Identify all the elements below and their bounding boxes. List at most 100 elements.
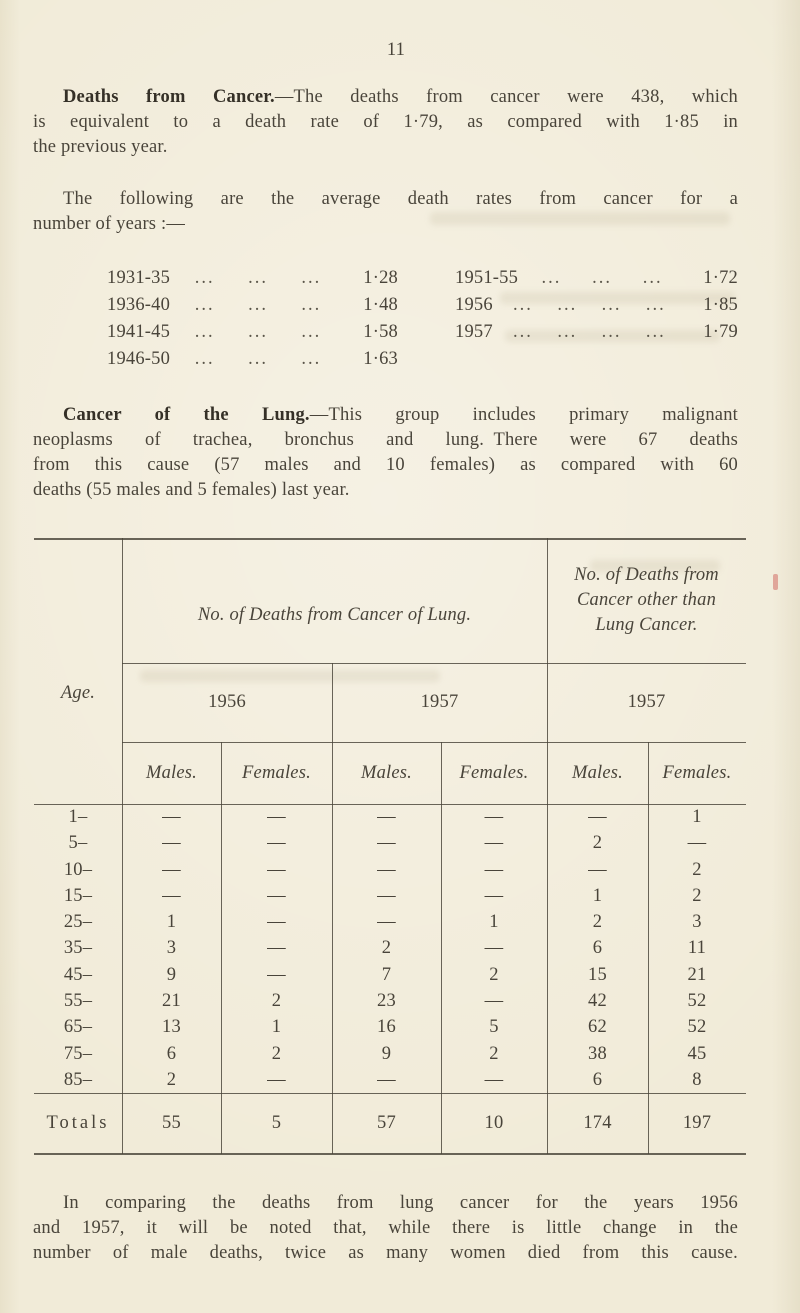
ellipsis: ... [642, 268, 663, 288]
rate-dots: ......... [518, 265, 686, 292]
paragraph-lead: Cancer of the Lung. [63, 405, 310, 425]
rate-year-label: 1957 [455, 322, 493, 342]
table-divider-groups [547, 538, 548, 1154]
sex-header-cell: Males. [145, 762, 198, 783]
table-rule-bottom [34, 1153, 746, 1155]
ellipsis: ... [301, 268, 322, 288]
value-cell: 1 [592, 885, 603, 906]
age-label-cell: 15– [63, 885, 93, 906]
value-cell: — [162, 859, 181, 880]
rate-value: 1·85 [703, 295, 738, 315]
value-cell: — [377, 859, 396, 880]
ellipsis: ... [513, 295, 533, 315]
value-cell: 1 [692, 807, 702, 827]
paragraph-comparison: In comparing the deaths from lung cancer… [33, 1191, 738, 1266]
rate-year-label: 1936-40 [107, 295, 171, 315]
age-label-cell: 5– [68, 833, 88, 854]
ghost-text-smudge [430, 212, 730, 225]
cancer-deaths-table: Age. No. of Deaths from Cancer of Lung. … [34, 538, 746, 1155]
table-row: 10– — — — — — 2 [34, 857, 746, 883]
table-row: 1– — — — — — 1 [34, 804, 746, 830]
table-row: 75– 6 2 9 2 38 45 [34, 1041, 746, 1067]
value-cell: — [162, 885, 181, 906]
table-totals-row: Totals 55 5 57 10 174 197 [34, 1093, 746, 1153]
value-cell: 38 [588, 1043, 607, 1064]
table-divider-1957-mf [441, 742, 442, 1154]
age-label-cell: 65– [63, 1017, 93, 1038]
ghost-text-smudge [140, 670, 440, 682]
paragraph-line: In comparing the deaths from lung cancer… [63, 1193, 738, 1213]
table-row: 45– 9 — 7 2 15 21 [34, 962, 746, 988]
value-cell: 8 [692, 1069, 702, 1090]
ghost-text-smudge [505, 330, 720, 342]
value-cell: 2 [271, 991, 282, 1012]
value-cell: — [687, 833, 707, 854]
paragraph-line: deaths (55 males and 5 females) last yea… [33, 480, 350, 500]
rate-row: 1946-50......... 1·63 [107, 346, 398, 373]
value-cell: — [267, 964, 286, 985]
value-cell: 62 [588, 1017, 607, 1038]
paragraph-line: Cancer of the Lung.—This group includes … [33, 403, 738, 428]
value-cell: — [484, 885, 504, 906]
value-cell: 2 [166, 1069, 177, 1090]
table-row: 25– 1 — — 1 2 3 [34, 909, 746, 935]
paragraph-line: The following are the average death rate… [63, 189, 738, 209]
table-divider-age [122, 538, 123, 1154]
table-rule-under-sex-headers [34, 804, 746, 805]
ellipsis: ... [248, 322, 268, 342]
value-cell: — [267, 859, 286, 880]
table-divider-other-mf [648, 742, 649, 1154]
value-cell: — [267, 833, 286, 854]
table-rule-top [34, 538, 746, 540]
value-cell: 2 [489, 964, 499, 985]
value-cell: 11 [687, 938, 707, 959]
rates-col-right: 1951-55......... 1·72 1956............ 1·85… [455, 265, 738, 346]
page-number: 11 [386, 40, 406, 60]
value-cell: 6 [166, 1043, 177, 1064]
value-cell: — [377, 885, 396, 906]
ellipsis: ... [194, 295, 215, 315]
value-cell: 21 [162, 991, 181, 1012]
age-label-cell: 1– [68, 807, 88, 827]
value-cell: 1 [271, 1017, 282, 1038]
value-cell: 21 [687, 964, 707, 985]
age-label-cell: 45– [63, 964, 93, 985]
rate-value: 1·28 [363, 268, 398, 288]
rate-row: 1951-55......... 1·72 [455, 265, 738, 292]
paragraph-lead: Deaths from Cancer. [63, 87, 275, 107]
rate-year-label: 1956 [455, 295, 493, 315]
ellipsis: ... [248, 268, 268, 288]
ellipsis: ... [557, 295, 578, 315]
value-cell: 6 [592, 1069, 603, 1090]
table-year-row: 1956 1957 1957 [122, 663, 746, 742]
table-divider-years [332, 663, 333, 1154]
value-cell: 52 [687, 1017, 707, 1038]
sex-header-cell: Females. [662, 762, 732, 783]
value-cell: — [162, 833, 181, 854]
value-cell: — [267, 1069, 286, 1090]
sex-header-cell: Females. [242, 762, 311, 783]
table-rule-under-group-headers [122, 663, 746, 664]
table-rule-above-totals [34, 1093, 746, 1094]
paragraph-line: Deaths from Cancer.—The deaths from canc… [33, 85, 738, 110]
ellipsis: ... [645, 322, 666, 342]
rate-value: 1·72 [703, 268, 738, 288]
rate-dots: ............ [493, 319, 686, 346]
table-rule-under-years [122, 742, 746, 743]
ellipsis: ... [645, 295, 666, 315]
totals-value-cell: 197 [682, 1112, 712, 1133]
table-row: 85– 2 — — — 6 8 [34, 1067, 746, 1093]
value-cell: — [377, 912, 396, 933]
rate-dots: ......... [170, 319, 346, 346]
value-cell: 9 [381, 1043, 392, 1064]
value-cell: — [484, 938, 504, 959]
value-cell: 9 [166, 964, 177, 985]
ellipsis: ... [248, 295, 268, 315]
ellipsis: ... [601, 322, 622, 342]
value-cell: 6 [592, 938, 603, 959]
other-group-header-line: Lung Cancer. [595, 615, 698, 635]
rate-year-label: 1931-35 [107, 268, 171, 288]
ghost-text-smudge [500, 292, 735, 304]
value-cell: 1 [489, 912, 499, 933]
